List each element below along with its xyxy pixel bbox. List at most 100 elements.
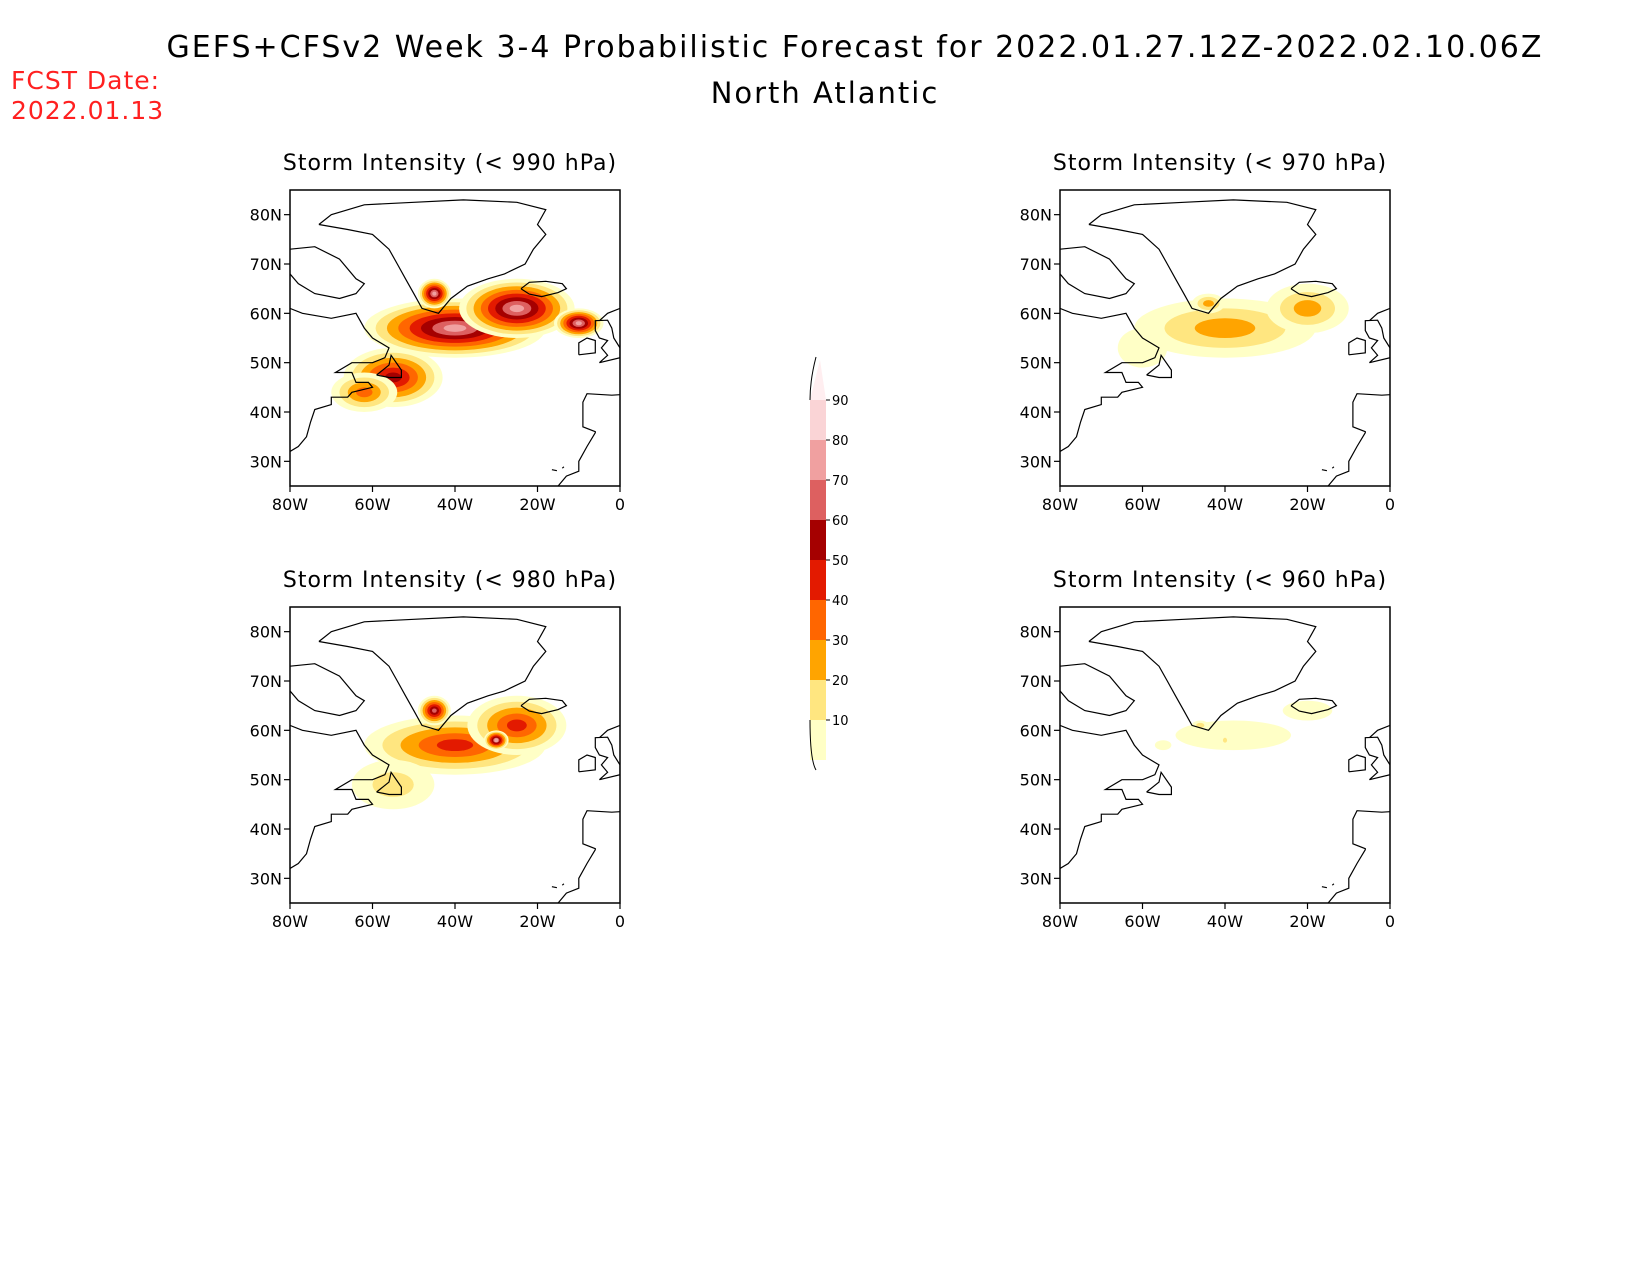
colorbar-segment [810, 720, 826, 760]
main-subtitle: North Atlantic [710, 76, 940, 110]
lon-tick-label: 60W [354, 912, 390, 931]
lat-tick-label: 50N [1020, 771, 1052, 790]
lon-tick-label: 0 [1385, 912, 1395, 931]
colorbar-label: 20 [832, 674, 849, 689]
colorbar-label: 70 [832, 474, 849, 489]
coastline [1060, 724, 1160, 870]
lon-tick-label: 0 [1385, 495, 1395, 514]
lon-tick-label: 40W [1207, 495, 1243, 514]
main-title: GEFS+CFSv2 Week 3-4 Probabilistic Foreca… [166, 30, 1544, 65]
coastline [1368, 307, 1390, 322]
coastline [1327, 810, 1390, 903]
probability-contour [1154, 740, 1172, 751]
lat-tick-label: 30N [250, 452, 282, 471]
coastline [290, 724, 390, 870]
lat-tick-label: 70N [1020, 255, 1052, 274]
lat-tick-label: 70N [1020, 672, 1052, 691]
coastline [1321, 469, 1328, 472]
map-panel-980: Storm Intensity (< 980 hPa) 80W 60W 40W 20W… [250, 568, 625, 931]
probability-contour [1293, 300, 1322, 317]
lat-tick-label: 80N [250, 623, 282, 642]
coastline [318, 199, 547, 314]
coastlines [1060, 616, 1390, 903]
coastline [290, 246, 366, 300]
probability-field [331, 278, 604, 412]
forecast-date-value: 2022.01.13 [11, 96, 165, 125]
colorbar-segment [810, 480, 826, 520]
coastlines [1060, 199, 1390, 486]
lat-tick-label: 60N [250, 304, 282, 323]
lat-tick-label: 70N [250, 672, 282, 691]
coastline [1060, 307, 1160, 453]
colorbar-label: 60 [832, 514, 849, 529]
lat-tick-label: 40N [1020, 820, 1052, 839]
coastline [376, 770, 403, 796]
coastline [1331, 466, 1335, 469]
colorbar-segment [810, 400, 826, 440]
coastline [318, 616, 547, 731]
coastline [1088, 199, 1317, 314]
coastline [598, 724, 620, 739]
coastline [1146, 353, 1173, 379]
panel-title: Storm Intensity (< 960 hPa) [1053, 568, 1387, 593]
probability-contour [372, 772, 414, 797]
coastline [594, 319, 620, 364]
coastline [1364, 319, 1390, 364]
coastline [1327, 393, 1390, 486]
coastline [290, 663, 366, 717]
lat-tick-label: 80N [250, 206, 282, 225]
coastline [290, 307, 390, 453]
lon-tick-label: 20W [519, 495, 555, 514]
coastline [561, 883, 565, 886]
forecast-date-label: FCST Date: [11, 66, 161, 95]
probability-contour [506, 719, 527, 732]
probability-contour [436, 739, 474, 752]
probability-contour [575, 321, 582, 326]
lat-tick-label: 60N [250, 721, 282, 740]
coastline [578, 754, 596, 773]
lat-tick-label: 50N [250, 771, 282, 790]
lat-tick-label: 50N [250, 354, 282, 373]
coastline [1364, 736, 1390, 781]
coastline [520, 697, 568, 715]
map-panel-970: Storm Intensity (< 970 hPa) 80W 60W 40W 20W… [1020, 151, 1395, 514]
lon-tick-label: 40W [437, 912, 473, 931]
coastline [1290, 697, 1338, 715]
probability-contour [1194, 318, 1256, 338]
colorbar-segment [810, 440, 826, 480]
lat-tick-label: 40N [250, 820, 282, 839]
lat-tick-label: 80N [1020, 623, 1052, 642]
colorbar-label: 90 [832, 394, 849, 409]
colorbar-label: 40 [832, 594, 849, 609]
lat-tick-label: 80N [1020, 206, 1052, 225]
coastline [557, 810, 620, 903]
lon-tick-label: 80W [272, 495, 308, 514]
probability-contour [432, 708, 437, 713]
map-panel-960: Storm Intensity (< 960 hPa) 80W 60W 40W 20W… [1020, 568, 1395, 931]
lon-tick-label: 60W [1124, 912, 1160, 931]
colorbar-segment [810, 640, 826, 680]
lat-tick-label: 30N [1020, 869, 1052, 888]
lat-tick-label: 40N [1020, 403, 1052, 422]
probability-contour [509, 304, 525, 313]
lon-tick-label: 0 [615, 912, 625, 931]
coastline [1331, 883, 1335, 886]
coastline [551, 469, 558, 472]
probability-field [1117, 283, 1349, 368]
lon-tick-label: 40W [437, 495, 473, 514]
coastline [1060, 663, 1136, 717]
probability-field [351, 695, 567, 810]
colorbar-label: 50 [832, 554, 849, 569]
panel-title: Storm Intensity (< 980 hPa) [283, 568, 617, 593]
panel-title: Storm Intensity (< 990 hPa) [283, 151, 617, 176]
coastline [551, 886, 558, 889]
coastline [1368, 724, 1390, 739]
colorbar-segment [810, 520, 826, 560]
lat-tick-label: 50N [1020, 354, 1052, 373]
lat-tick-label: 60N [1020, 304, 1052, 323]
colorbar-segment [810, 360, 826, 400]
probability-contour [443, 324, 467, 332]
colorbar-label: 80 [832, 434, 849, 449]
lon-tick-label: 60W [354, 495, 390, 514]
coastline [1088, 616, 1317, 731]
